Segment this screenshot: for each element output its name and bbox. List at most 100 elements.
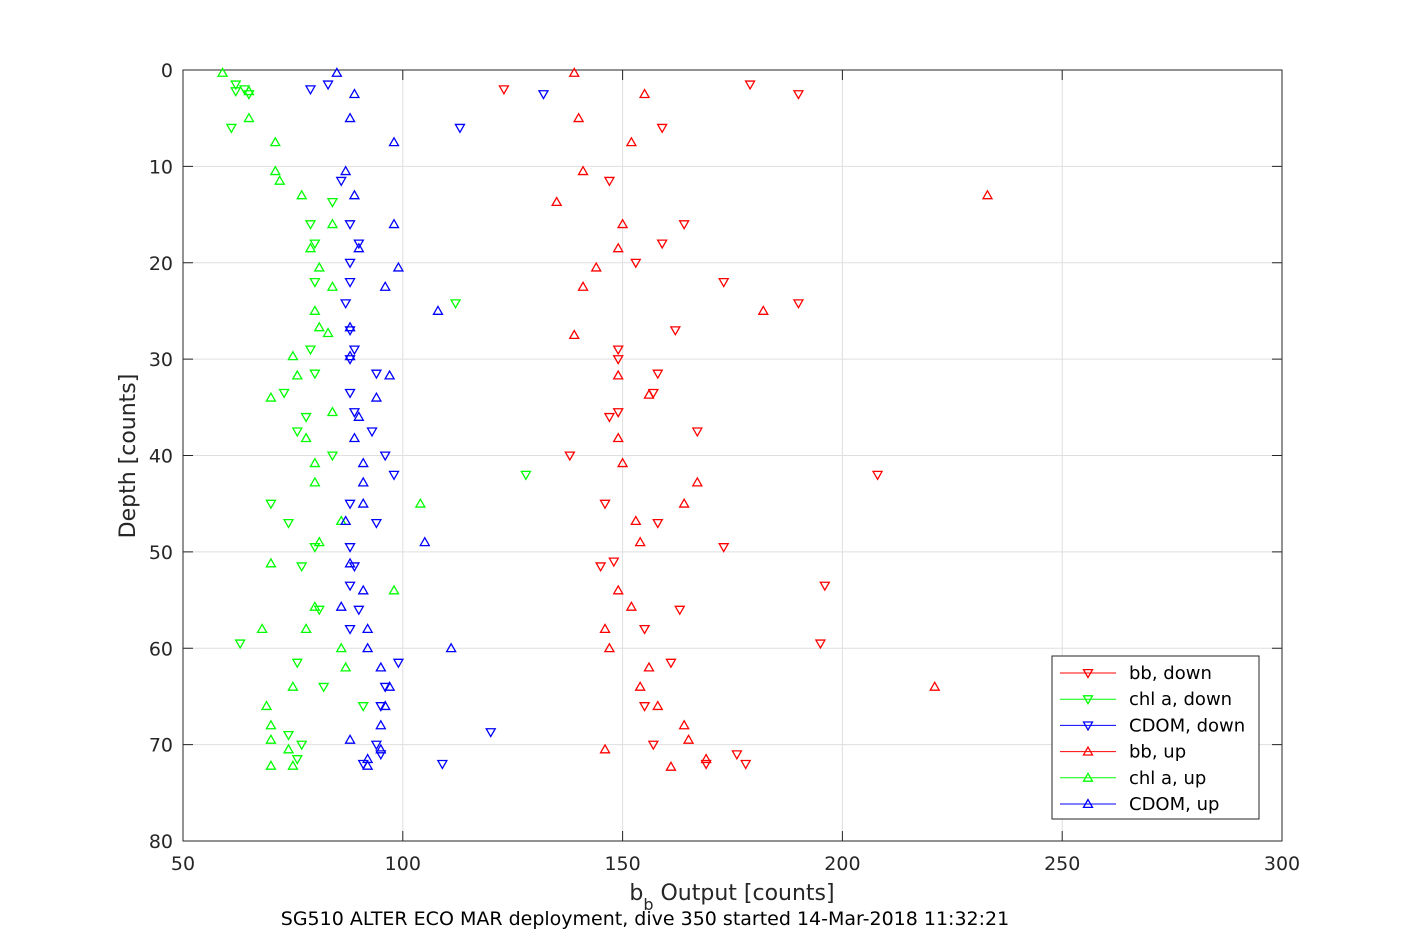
data-point — [682, 733, 695, 744]
data-point — [216, 67, 229, 77]
data-point — [296, 562, 308, 573]
data-point — [357, 497, 369, 508]
data-point — [265, 557, 277, 568]
data-point — [379, 451, 391, 462]
data-point — [792, 90, 805, 100]
data-point — [265, 719, 277, 730]
data-point — [344, 388, 356, 399]
data-point — [445, 642, 457, 653]
data-point — [304, 345, 317, 356]
data-point — [599, 499, 611, 510]
data-point — [375, 743, 387, 754]
data-point — [291, 427, 303, 438]
data-point — [265, 733, 277, 744]
data-point — [929, 680, 941, 691]
data-point — [792, 299, 805, 310]
data-point — [388, 218, 400, 229]
series-4 — [216, 67, 427, 770]
data-point — [612, 432, 624, 443]
data-point — [436, 759, 448, 770]
data-point — [612, 408, 624, 418]
data-point — [669, 326, 681, 337]
data-point — [388, 470, 400, 481]
data-point — [353, 605, 365, 616]
legend-entry: chl a, up — [1129, 768, 1206, 789]
legend-marker — [1082, 695, 1094, 706]
legend-marker — [1082, 745, 1094, 756]
data-point — [740, 759, 752, 770]
series-5 — [331, 67, 457, 770]
data-point — [674, 605, 686, 616]
legend-entry: bb, down — [1129, 663, 1212, 684]
data-point — [590, 261, 602, 272]
data-point — [612, 355, 624, 365]
data-point — [335, 176, 347, 187]
data-point — [265, 499, 277, 510]
data-point — [612, 584, 624, 595]
data-point — [485, 728, 497, 738]
data-point — [265, 760, 277, 770]
data-point — [291, 369, 303, 380]
data-point — [432, 305, 444, 315]
data-point — [362, 760, 374, 770]
data-point — [370, 391, 383, 402]
y-tick-label: 0 — [161, 60, 173, 82]
data-point — [603, 642, 616, 653]
data-point — [309, 600, 321, 611]
data-point — [340, 515, 352, 526]
y-tick-label: 40 — [149, 446, 173, 468]
data-point — [256, 623, 268, 633]
y-tick-label: 60 — [149, 638, 173, 660]
data-point — [370, 518, 383, 529]
legend-marker — [1082, 668, 1094, 679]
data-point — [577, 165, 589, 176]
data-point — [652, 369, 664, 380]
data-point — [573, 112, 585, 123]
chart-title: SG510 ALTER ECO MAR deployment, dive 350… — [281, 908, 1009, 930]
legend-entry: CDOM, down — [1129, 715, 1245, 736]
data-point — [700, 753, 712, 764]
data-point — [269, 136, 281, 147]
data-point — [625, 136, 638, 147]
data-point — [309, 277, 321, 288]
data-point — [357, 584, 369, 595]
data-point — [568, 329, 580, 340]
data-point — [630, 515, 642, 526]
data-point — [340, 165, 352, 176]
data-point — [638, 702, 651, 712]
data-point — [608, 557, 620, 568]
data-point — [313, 321, 325, 332]
data-point — [326, 218, 339, 229]
data-point — [326, 198, 339, 208]
legend-marker — [1082, 798, 1094, 809]
data-point — [357, 702, 369, 712]
data-point — [304, 85, 317, 96]
data-point — [287, 350, 299, 361]
data-point — [630, 258, 642, 269]
data-point — [331, 67, 343, 77]
legend-marker — [1082, 771, 1094, 782]
data-point — [634, 536, 646, 547]
data-point — [388, 584, 400, 595]
data-point — [344, 321, 356, 332]
data-point — [300, 623, 312, 633]
x-tick-label: 250 — [1044, 853, 1080, 875]
x-tick-label: 50 — [171, 853, 195, 875]
data-point — [357, 457, 369, 468]
data-point — [647, 740, 659, 751]
data-point — [564, 451, 576, 462]
data-point — [612, 242, 624, 253]
data-point — [362, 623, 374, 633]
data-point — [537, 90, 550, 100]
data-point — [322, 80, 334, 91]
data-point — [414, 497, 427, 508]
data-point — [309, 476, 321, 487]
data-point — [348, 88, 361, 99]
data-point — [643, 661, 655, 672]
axis-ticks: 50 100 150 200 250 300 0 10 20 30 40 50 60 70 80 — [149, 60, 1300, 875]
data-point — [300, 412, 312, 423]
data-point — [344, 557, 356, 568]
series-1 — [225, 80, 532, 765]
data-point — [318, 682, 330, 693]
data-point — [287, 680, 299, 691]
